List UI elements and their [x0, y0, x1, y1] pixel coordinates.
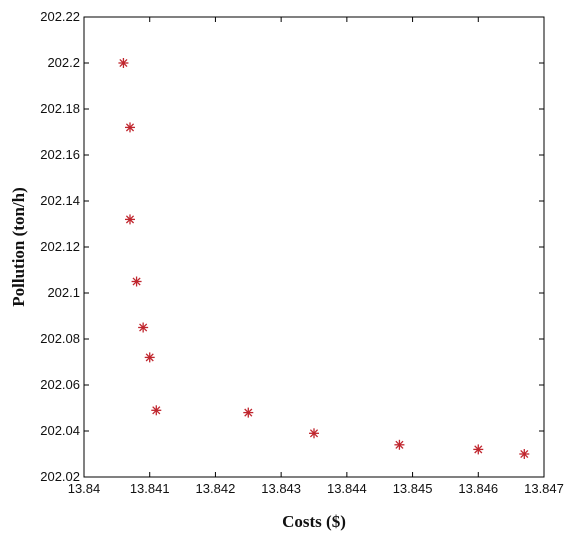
scatter-point — [309, 428, 319, 439]
y-tick-label: 202.2 — [47, 55, 80, 70]
scatter-point — [519, 449, 530, 459]
y-tick-label: 202.14 — [40, 193, 80, 208]
scatter-point — [138, 322, 149, 333]
plot-area — [83, 16, 545, 478]
scatter-point — [394, 439, 405, 450]
x-tick-label: 13.845 — [393, 481, 433, 496]
y-tick-label: 202.04 — [40, 423, 80, 438]
axis-ticks: 13.84 13.841 13.842 13.843 13.844 13.845 13.84… — [40, 9, 564, 496]
y-tick-label: 202.12 — [40, 239, 80, 254]
y-tick-label: 202.08 — [40, 331, 80, 346]
y-tick-label: 202.16 — [40, 147, 80, 162]
scatter-point — [125, 122, 135, 133]
scatter-point — [118, 58, 129, 68]
scatter-point — [243, 407, 254, 418]
y-tick-label: 202.22 — [40, 9, 80, 24]
scatter-point — [125, 214, 135, 225]
scatter-point — [144, 352, 155, 363]
x-tick-label: 13.844 — [327, 481, 367, 496]
x-tick-label: 13.846 — [458, 481, 498, 496]
data-points — [118, 58, 530, 459]
scatter-point — [151, 405, 162, 416]
y-tick-label: 202.18 — [40, 101, 80, 116]
y-tick-label: 202.06 — [40, 377, 80, 392]
y-axis-title: Pollution (ton/h) — [9, 187, 28, 307]
scatter-point — [131, 276, 142, 287]
x-axis-title: Costs ($) — [282, 512, 346, 531]
x-tick-label: 13.84 — [68, 481, 101, 496]
x-tick-label: 13.843 — [261, 481, 301, 496]
x-tick-label: 13.841 — [130, 481, 170, 496]
scatter-point — [473, 444, 484, 455]
y-tick-label: 202.1 — [47, 285, 80, 300]
y-tick-label: 202.02 — [40, 469, 80, 484]
x-tick-label: 13.842 — [196, 481, 236, 496]
x-tick-label: 13.847 — [524, 481, 564, 496]
